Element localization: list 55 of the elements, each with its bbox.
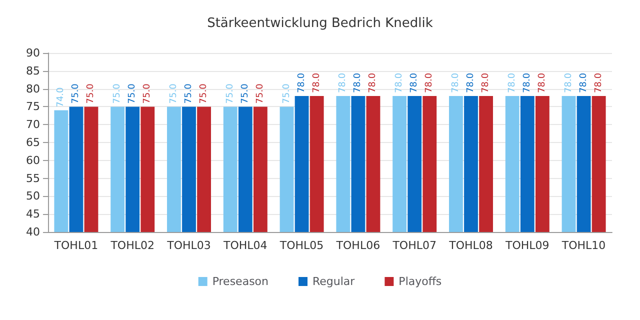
data-label: 78.0 xyxy=(368,72,378,93)
x-tick-label: TOHL07 xyxy=(392,239,436,252)
data-label: 78.0 xyxy=(594,72,604,93)
data-label: 78.0 xyxy=(338,72,348,93)
data-label: 78.0 xyxy=(353,72,364,93)
data-label: 78.0 xyxy=(450,72,461,93)
data-label: 75.0 xyxy=(255,83,266,104)
data-label: 75.0 xyxy=(225,83,236,104)
y-tick-label: 85 xyxy=(26,64,40,78)
data-label: 78.0 xyxy=(466,72,476,93)
data-label: 78.0 xyxy=(537,72,548,93)
y-tick-label: 75 xyxy=(26,100,40,114)
x-tick-label: TOHL08 xyxy=(448,239,493,252)
data-label: 75.0 xyxy=(184,83,194,104)
data-label: 78.0 xyxy=(578,72,589,93)
data-label: 75.0 xyxy=(128,83,138,104)
x-tick-label: TOHL02 xyxy=(110,239,154,252)
y-tick-label: 80 xyxy=(26,82,40,96)
x-tick-label: TOHL04 xyxy=(222,239,268,252)
legend-label: Regular xyxy=(312,275,356,288)
data-label: 78.0 xyxy=(522,72,532,93)
y-tick-label: 70 xyxy=(26,118,40,132)
data-label: 78.0 xyxy=(481,72,492,93)
data-label: 78.0 xyxy=(394,72,405,93)
data-label: 74.0 xyxy=(56,86,66,108)
y-tick-label: 40 xyxy=(26,226,40,238)
y-tick-label: 55 xyxy=(26,172,40,185)
y-tick-label: 45 xyxy=(26,208,40,221)
data-label: 75.0 xyxy=(112,83,123,104)
data-label: 78.0 xyxy=(410,72,420,93)
x-tick-label: TOHL09 xyxy=(504,239,550,252)
data-label: 78.0 xyxy=(507,72,518,93)
y-tick-label: 90 xyxy=(26,46,40,60)
chart-title: Stärkeentwicklung Bedrich Knedlik xyxy=(207,16,434,31)
data-label: 78.0 xyxy=(424,72,435,93)
x-tick-label: TOHL03 xyxy=(166,239,211,252)
data-label: 75.0 xyxy=(199,83,210,104)
x-tick-label: TOHL06 xyxy=(335,239,380,252)
y-tick-label: 60 xyxy=(26,154,40,167)
data-label: 78.0 xyxy=(312,72,322,93)
data-label: 78.0 xyxy=(296,72,307,93)
y-tick-label: 50 xyxy=(26,190,40,203)
x-tick-label: TOHL01 xyxy=(53,239,98,252)
data-label: 78.0 xyxy=(564,72,574,93)
data-label: 75.0 xyxy=(86,83,96,104)
data-label: 75.0 xyxy=(282,83,292,104)
x-tick-label: TOHL05 xyxy=(278,239,324,252)
data-label: 75.0 xyxy=(142,83,153,104)
legend-label: Preseason xyxy=(212,275,269,288)
legend-label: Playoffs xyxy=(398,275,442,288)
y-tick-label: 65 xyxy=(26,136,40,149)
data-label: 75.0 xyxy=(240,83,250,104)
data-label: 75.0 xyxy=(168,83,179,104)
x-tick-label: TOHL10 xyxy=(560,239,606,252)
data-label: 75.0 xyxy=(71,83,82,104)
